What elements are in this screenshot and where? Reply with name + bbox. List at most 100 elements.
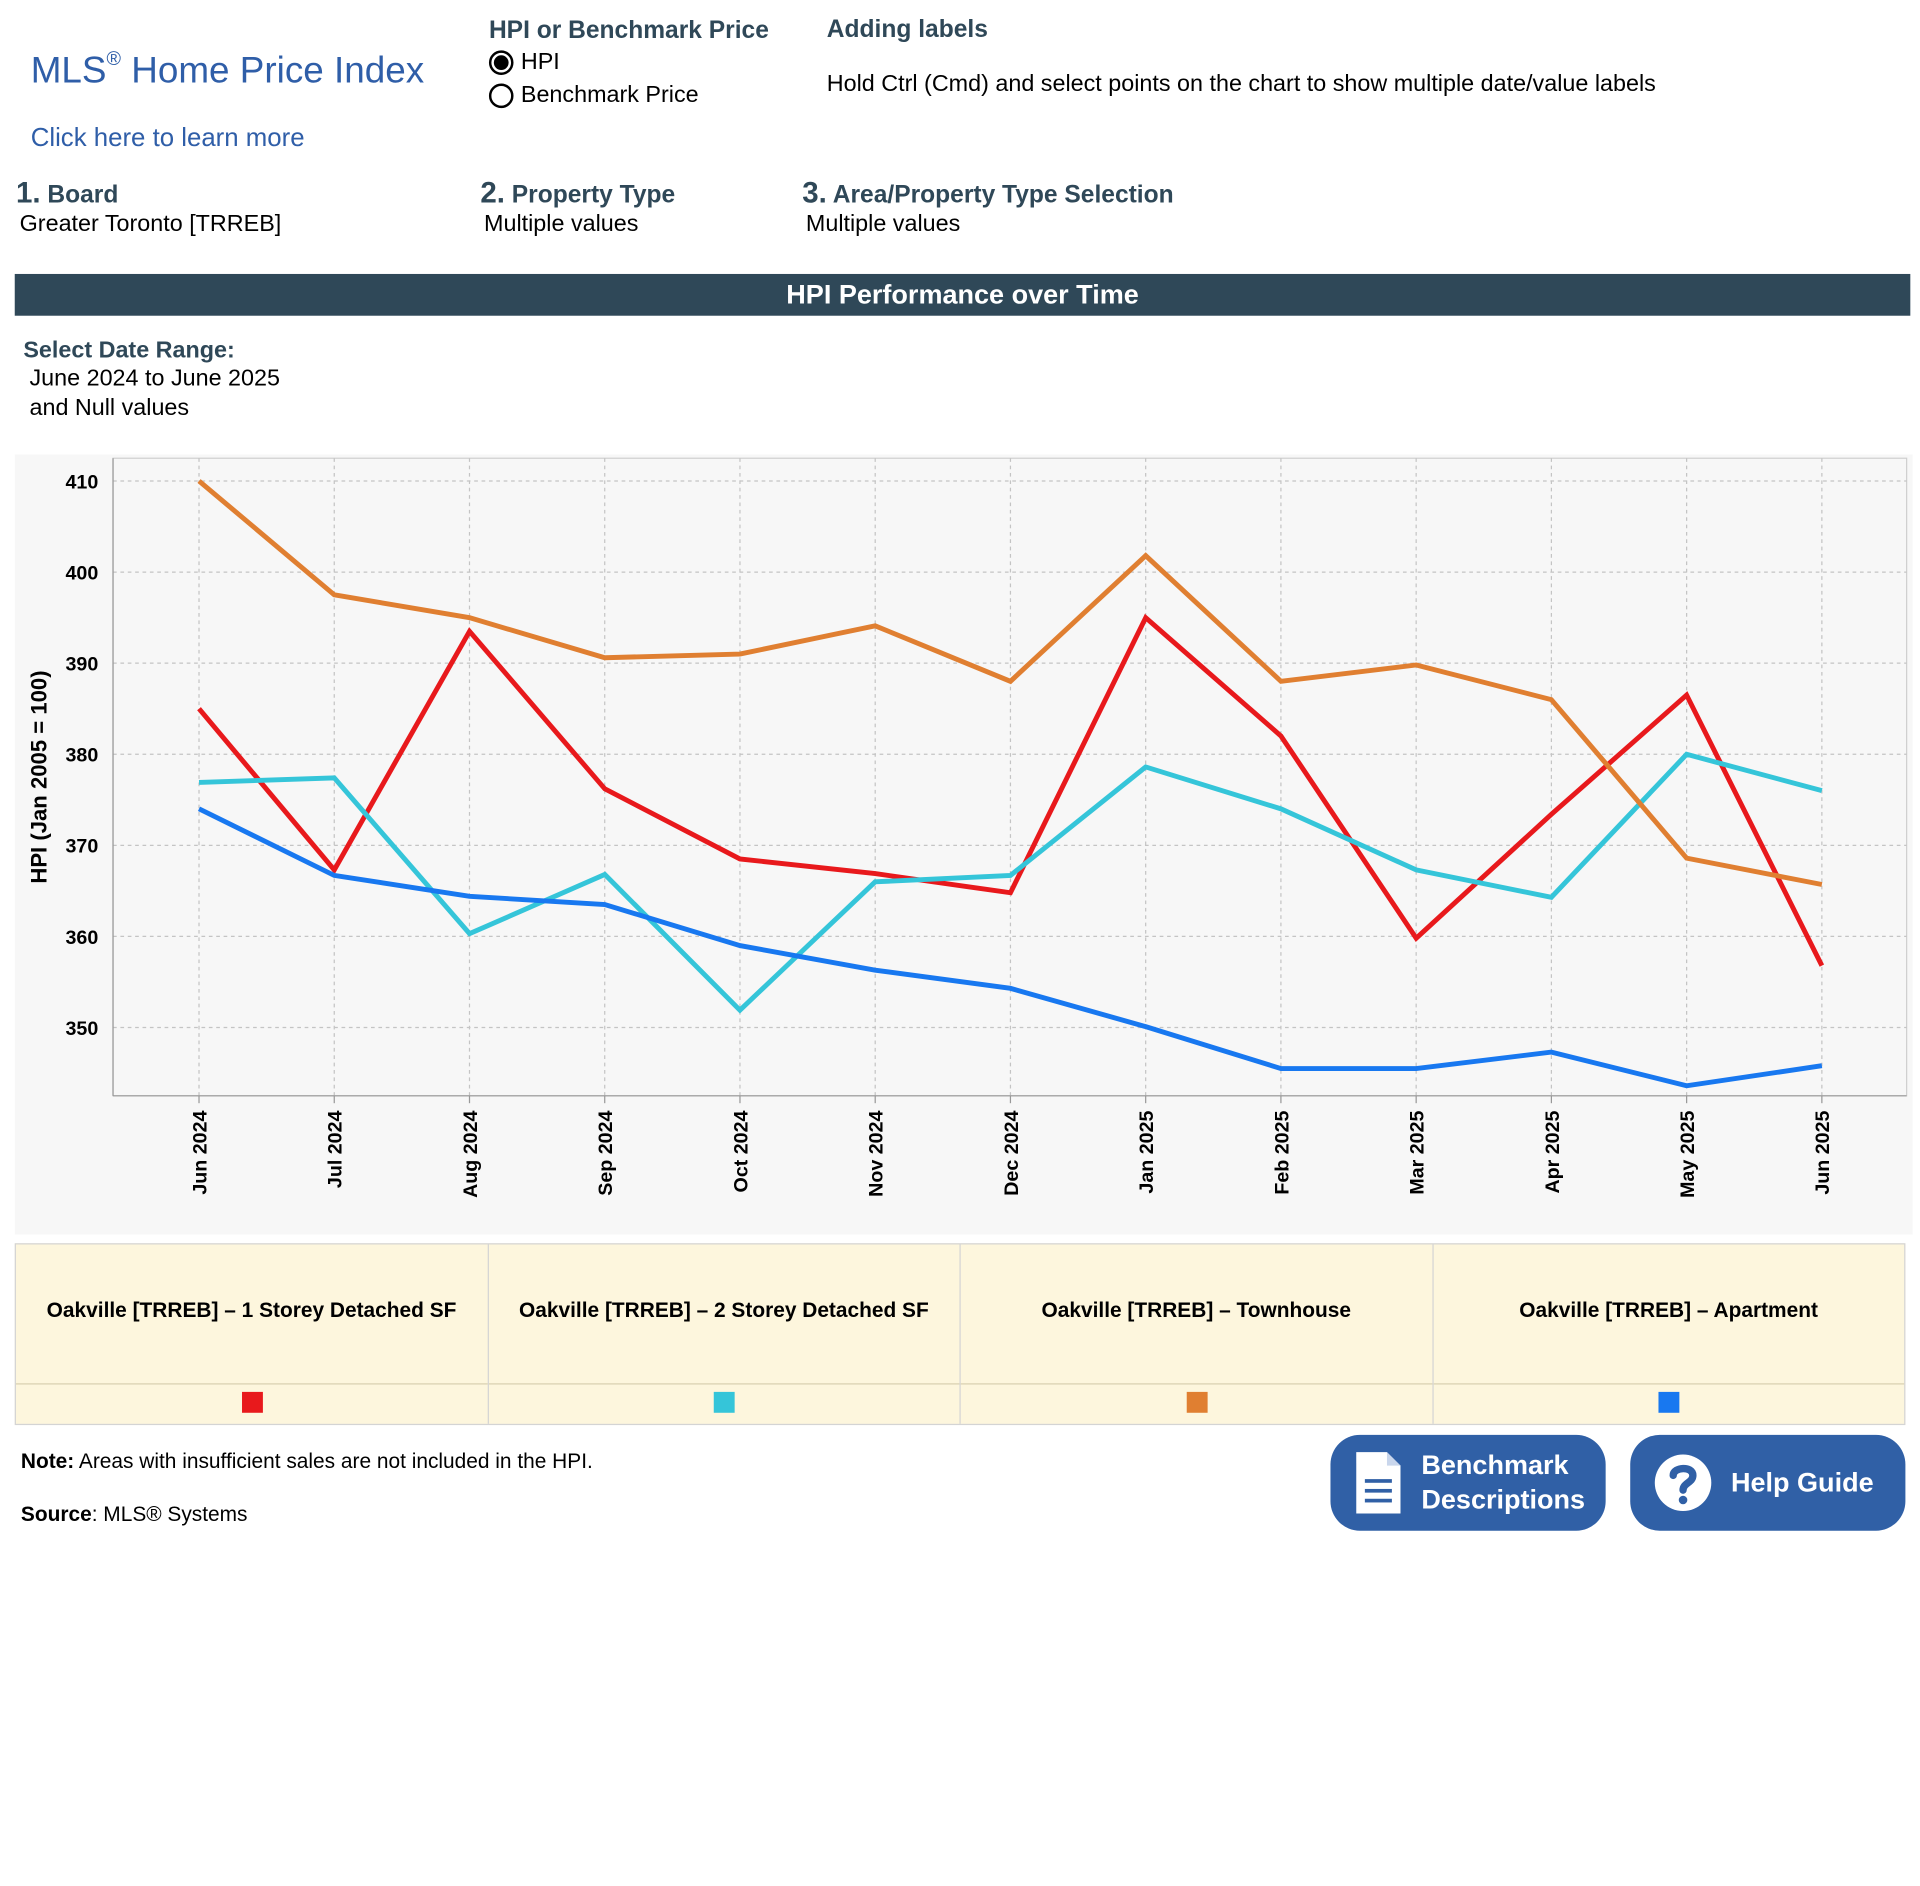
- data-point[interactable]: [869, 964, 881, 976]
- series-line[interactable]: [197, 613, 1825, 967]
- benchmark-descriptions-button[interactable]: Benchmark Descriptions: [1330, 1434, 1606, 1531]
- x-tick-label: Mar 2025: [1407, 1110, 1429, 1194]
- legend-divider: [1433, 1383, 1905, 1385]
- data-point[interactable]: [1680, 1080, 1692, 1092]
- data-point[interactable]: [1680, 689, 1692, 701]
- legend-item[interactable]: Oakville [TRREB] – 1 Storey Detached SF: [15, 1244, 489, 1424]
- series-line[interactable]: [198, 751, 1823, 1014]
- source-text: Source: MLS® Systems: [20, 1502, 248, 1526]
- data-point[interactable]: [193, 475, 205, 487]
- data-point[interactable]: [1680, 748, 1692, 760]
- help-guide-button[interactable]: Help Guide: [1630, 1434, 1906, 1531]
- y-tick-label: 400: [65, 562, 98, 584]
- adding-labels-text: Hold Ctrl (Cmd) and select points on the…: [826, 71, 1656, 98]
- data-point[interactable]: [1275, 675, 1287, 687]
- data-point[interactable]: [193, 803, 205, 815]
- radio-hpi-label: HPI: [520, 49, 560, 75]
- brand-title[interactable]: MLS® Home Price Index: [30, 49, 425, 91]
- data-point[interactable]: [1275, 1062, 1287, 1074]
- legend-label: Oakville [TRREB] – Townhouse: [1041, 1298, 1351, 1322]
- data-point[interactable]: [1410, 1062, 1422, 1074]
- data-point[interactable]: [599, 898, 611, 910]
- data-point[interactable]: [734, 939, 746, 951]
- data-point[interactable]: [1004, 675, 1016, 687]
- data-point[interactable]: [1545, 693, 1557, 705]
- benchmark-button-label: Benchmark Descriptions: [1421, 1449, 1586, 1515]
- data-point[interactable]: [193, 776, 205, 788]
- data-point[interactable]: [1545, 891, 1557, 903]
- radio-benchmark-price[interactable]: Benchmark Price: [488, 82, 699, 109]
- data-point[interactable]: [193, 703, 205, 715]
- x-tick-label: Jul 2024: [325, 1110, 347, 1188]
- legend-swatch[interactable]: [714, 1391, 735, 1413]
- help-button-label: Help Guide: [1730, 1466, 1874, 1498]
- data-point[interactable]: [599, 868, 611, 880]
- data-point[interactable]: [1004, 887, 1016, 899]
- data-point[interactable]: [1816, 878, 1828, 890]
- data-point[interactable]: [328, 772, 340, 784]
- filter-property-type-header: 2. Property Type: [480, 176, 676, 211]
- radio-hpi[interactable]: HPI: [488, 49, 560, 76]
- y-tick-label: 380: [65, 745, 98, 767]
- data-point[interactable]: [1545, 1046, 1557, 1058]
- legend-item[interactable]: Oakville [TRREB] – Townhouse: [960, 1244, 1434, 1424]
- data-point[interactable]: [869, 876, 881, 888]
- data-point[interactable]: [463, 928, 475, 940]
- data-point[interactable]: [1410, 932, 1422, 944]
- data-point[interactable]: [1275, 803, 1287, 815]
- filter-property-type-value[interactable]: Multiple values: [484, 211, 639, 238]
- y-tick-label: 360: [65, 927, 98, 949]
- legend-swatch[interactable]: [1658, 1391, 1680, 1413]
- data-point[interactable]: [599, 783, 611, 795]
- y-axis-label: HPI (Jan 2005 = 100): [27, 670, 52, 883]
- filter-area-value[interactable]: Multiple values: [805, 211, 961, 238]
- data-point[interactable]: [1140, 761, 1152, 773]
- data-point[interactable]: [1004, 869, 1016, 881]
- toggle-title: HPI or Benchmark Price: [488, 17, 769, 45]
- data-point[interactable]: [1140, 611, 1152, 623]
- data-point[interactable]: [463, 625, 475, 637]
- data-point[interactable]: [869, 620, 881, 632]
- data-point[interactable]: [1140, 550, 1152, 562]
- series-line[interactable]: [197, 806, 1823, 1089]
- data-point[interactable]: [1816, 785, 1828, 797]
- data-point[interactable]: [734, 648, 746, 660]
- legend-divider: [15, 1383, 488, 1385]
- legend-divider: [960, 1383, 1432, 1385]
- series-line[interactable]: [197, 479, 1823, 887]
- filter-board-value[interactable]: Greater Toronto [TRREB]: [19, 211, 282, 238]
- data-point[interactable]: [1275, 730, 1287, 742]
- data-point[interactable]: [328, 589, 340, 601]
- learn-more-link[interactable]: Click here to learn more: [30, 124, 305, 153]
- section-banner: HPI Performance over Time: [14, 273, 1911, 316]
- data-point[interactable]: [1816, 959, 1828, 971]
- radio-unselected-icon[interactable]: [488, 83, 514, 109]
- radio-selected-icon[interactable]: [488, 50, 514, 75]
- data-point[interactable]: [1680, 852, 1692, 864]
- data-point[interactable]: [734, 1004, 746, 1016]
- legend-item[interactable]: Oakville [TRREB] – 2 Storey Detached SF: [488, 1244, 961, 1424]
- data-point[interactable]: [1410, 659, 1422, 671]
- data-point[interactable]: [1004, 982, 1016, 994]
- data-point[interactable]: [599, 652, 611, 664]
- chart-svg[interactable]: 350 360 370 380 390 400 410 Jun 2024 Jul 2024 Aug…: [14, 454, 1913, 1235]
- data-point[interactable]: [1545, 808, 1557, 820]
- hpi-line-chart[interactable]: 350 360 370 380 390 400 410 Jun 2024 Jul 2024 Aug…: [14, 454, 1913, 1235]
- date-range-null[interactable]: and Null values: [29, 395, 190, 422]
- legend-swatch[interactable]: [1186, 1391, 1208, 1413]
- legend-label: Oakville [TRREB] – 2 Storey Detached SF: [519, 1298, 929, 1322]
- data-point[interactable]: [463, 611, 475, 623]
- legend-label: Oakville [TRREB] – 1 Storey Detached SF: [46, 1298, 457, 1322]
- x-tick-label: Nov 2024: [866, 1110, 888, 1196]
- data-point[interactable]: [1410, 864, 1422, 876]
- data-point[interactable]: [463, 890, 475, 902]
- question-circle-icon: [1654, 1454, 1712, 1512]
- data-point[interactable]: [328, 869, 340, 881]
- data-point[interactable]: [1816, 1060, 1828, 1072]
- legend-swatch[interactable]: [241, 1391, 263, 1413]
- date-range-value[interactable]: June 2024 to June 2025: [29, 366, 280, 392]
- legend-item[interactable]: Oakville [TRREB] – Apartment: [1433, 1244, 1905, 1423]
- data-point[interactable]: [734, 853, 746, 865]
- x-tick-label: May 2025: [1677, 1110, 1699, 1197]
- data-point[interactable]: [1140, 1020, 1152, 1032]
